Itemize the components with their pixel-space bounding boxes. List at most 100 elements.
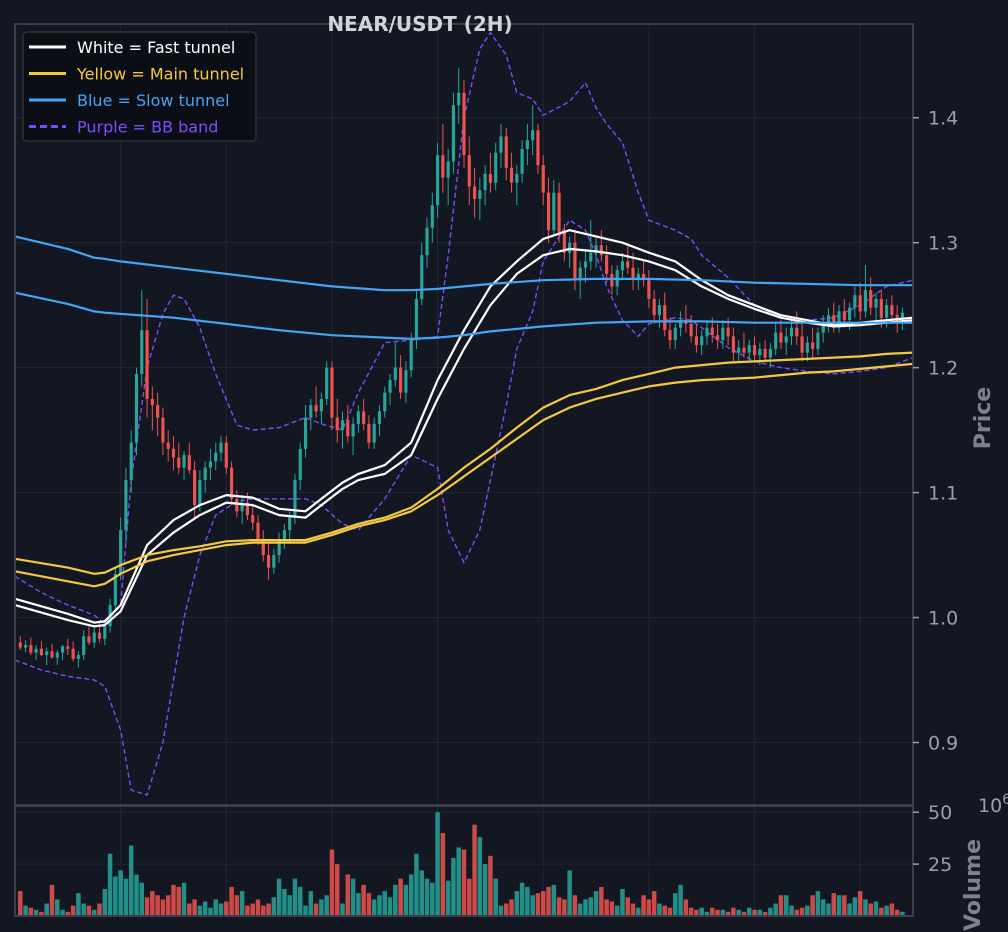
volume-bar — [588, 897, 594, 916]
candle-body-down — [314, 405, 318, 412]
candle-body-down — [488, 173, 492, 183]
candle-body-down — [752, 345, 757, 356]
candle-body-up — [531, 130, 535, 141]
candle-body-down — [145, 330, 149, 399]
volume-bar — [266, 903, 271, 916]
price-tick-label: 1.4 — [928, 108, 958, 130]
candle-body-up — [520, 148, 524, 174]
candle-body-down — [536, 130, 540, 166]
candle-body-down — [161, 417, 165, 443]
candle-body-up — [700, 336, 704, 346]
volume-bar — [752, 909, 757, 916]
candle-body-down — [895, 315, 899, 321]
volume-bar — [688, 907, 694, 916]
volume-bar — [762, 911, 768, 916]
legend-label: Blue = Slow tunnel — [77, 91, 230, 110]
volume-bar — [514, 891, 520, 916]
candle-body-down — [87, 636, 91, 643]
candle-body-up — [34, 648, 38, 653]
candle-body-up — [393, 367, 397, 381]
volume-bar — [836, 895, 842, 916]
volume-bar — [509, 899, 514, 916]
volume-bar — [461, 849, 467, 916]
candle-body-up — [119, 530, 123, 574]
volume-bar — [313, 903, 319, 916]
volume-bar — [593, 891, 599, 916]
candle-body-down — [50, 651, 54, 658]
volume-bar — [366, 893, 372, 916]
candle-body-up — [620, 261, 625, 271]
volume-bar — [287, 895, 292, 916]
candle-body-up — [55, 652, 59, 658]
candle-body-down — [726, 327, 730, 337]
candle-body-down — [362, 411, 366, 424]
candle-body-down — [472, 186, 477, 199]
candle-body-up — [705, 327, 709, 337]
candle-body-down — [832, 315, 836, 328]
volume-bar — [298, 886, 303, 916]
volume-bar — [741, 911, 747, 916]
candle-body-down — [367, 423, 371, 443]
candle-body-down — [330, 367, 334, 418]
candle-body-down — [668, 330, 672, 341]
candle-body-up — [45, 651, 49, 656]
candle-body-down — [266, 555, 271, 568]
candle-body-down — [890, 305, 894, 316]
volume-bar — [747, 907, 752, 916]
candle-body-up — [805, 342, 809, 353]
volume-bar — [879, 907, 884, 916]
volume-bar — [599, 886, 604, 916]
candle-body-up — [340, 420, 345, 431]
candle-body-down — [842, 311, 846, 321]
candle-body-down — [858, 295, 862, 312]
volume-bar — [208, 907, 213, 916]
candle-body-down — [462, 92, 466, 156]
volume-bar — [699, 907, 704, 916]
volume-bar — [308, 891, 314, 916]
volume-bar — [39, 911, 44, 916]
volume-bar — [329, 849, 335, 916]
candle-body-up — [113, 573, 117, 606]
candle-body-down — [647, 280, 651, 299]
volume-bar — [604, 899, 609, 916]
candle-body-up — [124, 480, 128, 531]
candle-body-up — [140, 330, 144, 374]
volume-axis-ticks: 25 50 — [913, 802, 952, 876]
candle-body-up — [134, 373, 139, 443]
volume-bar — [403, 884, 409, 916]
volume-bar — [430, 882, 435, 916]
price-axis-ticks: 0.9 1.0 1.1 1.2 1.3 1.4 — [913, 108, 958, 755]
volume-bar — [646, 899, 652, 916]
volume-bar — [562, 899, 567, 916]
volume-bar — [572, 895, 578, 916]
candle-body-up — [578, 267, 582, 281]
candle-body-down — [346, 420, 350, 437]
candle-body-down — [29, 645, 33, 653]
volume-bar — [673, 893, 678, 916]
candle-body-up — [23, 645, 28, 648]
candle-body-down — [689, 323, 693, 337]
volume-bar — [171, 884, 176, 916]
candle-body-up — [483, 173, 487, 191]
volume-bar — [778, 895, 784, 916]
volume-bar — [261, 905, 266, 916]
volume-bar — [757, 909, 763, 916]
volume-bar — [657, 903, 662, 916]
volume-bar — [551, 884, 557, 916]
volume-bar — [630, 903, 636, 916]
volume-bars-layer — [18, 812, 905, 916]
volume-bar — [303, 905, 308, 916]
volume-bar — [245, 905, 250, 916]
volume-bar — [546, 886, 551, 916]
volume-bar — [345, 874, 351, 916]
bb-band-line — [14, 219, 914, 796]
candle-body-up — [182, 455, 186, 468]
volume-bar — [710, 907, 715, 916]
volume-panel: 25 50 106 Volume — [14, 792, 1008, 931]
price-panel: 0.9 1.0 1.1 1.2 1.3 1.4 Price — [14, 23, 996, 806]
volume-bar — [250, 903, 255, 916]
candle-body-down — [245, 502, 250, 516]
candle-body-up — [377, 411, 382, 424]
candle-body-up — [208, 461, 213, 468]
